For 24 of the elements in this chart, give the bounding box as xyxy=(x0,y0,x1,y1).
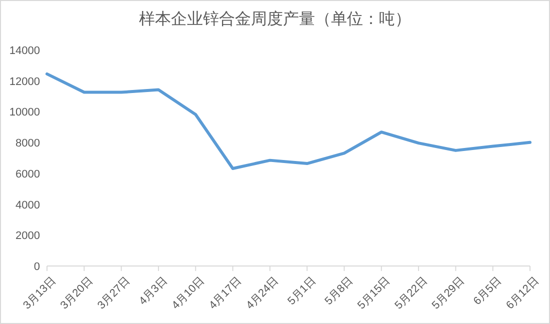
x-tick-label: 4月17日 xyxy=(206,274,244,312)
x-tick-label: 5月15日 xyxy=(356,274,393,312)
y-tick-label: 2000 xyxy=(16,230,40,242)
y-tick-label: 0 xyxy=(34,261,40,273)
x-tick-label: 4月24日 xyxy=(244,274,282,312)
y-tick-label: 14000 xyxy=(9,45,40,57)
x-tick-label: 4月3日 xyxy=(136,274,170,308)
x-tick-label: 3月13日 xyxy=(21,274,58,312)
x-tick-label: 3月27日 xyxy=(96,274,133,312)
x-tick-label: 3月20日 xyxy=(58,274,96,312)
chart-title: 样本企业锌合金周度产量（单位：吨） xyxy=(139,10,411,28)
x-tick-label: 6月12日 xyxy=(504,274,542,312)
x-tick-label: 6月5日 xyxy=(471,274,504,308)
y-tick-label: 4000 xyxy=(16,199,40,212)
x-tick-label: 5月8日 xyxy=(322,274,356,308)
x-tick-label: 5月1日 xyxy=(286,274,318,308)
y-tick-label: 6000 xyxy=(16,168,40,180)
y-tick-label: 12000 xyxy=(9,76,40,88)
y-tick-label: 10000 xyxy=(9,106,40,119)
x-tick-label: 5月29日 xyxy=(430,274,467,312)
y-tick-label: 8000 xyxy=(16,138,40,150)
x-tick-label: 4月10日 xyxy=(170,274,207,312)
x-tick-label: 5月22日 xyxy=(392,274,430,312)
line-series xyxy=(46,72,532,170)
